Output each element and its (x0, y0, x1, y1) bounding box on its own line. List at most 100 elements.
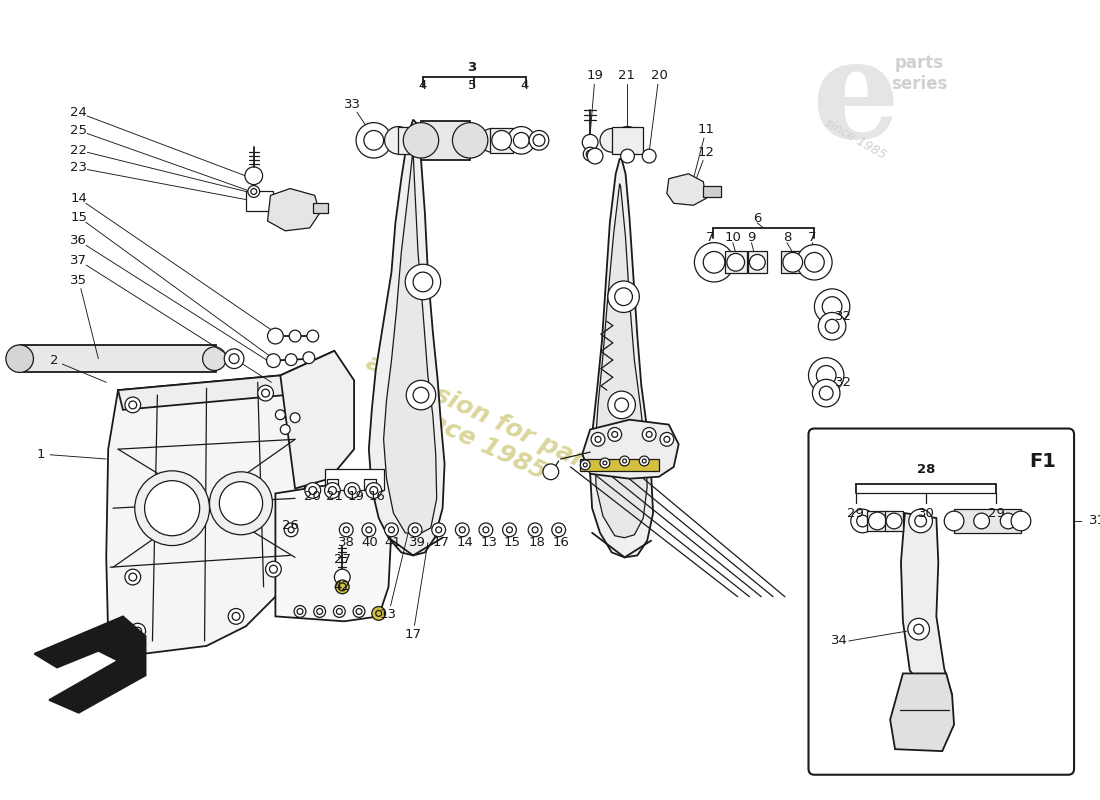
Circle shape (503, 523, 516, 537)
Circle shape (583, 463, 587, 467)
Bar (20, 345, 217, 373)
Circle shape (344, 482, 360, 498)
Circle shape (586, 150, 594, 158)
Circle shape (385, 523, 398, 537)
Circle shape (364, 130, 384, 150)
Text: 32: 32 (835, 376, 852, 389)
Circle shape (366, 482, 382, 498)
Circle shape (857, 515, 869, 527)
Circle shape (583, 147, 597, 161)
Text: 1: 1 (37, 447, 45, 461)
Bar (703, 186, 720, 198)
Circle shape (914, 624, 924, 634)
Circle shape (388, 527, 395, 533)
Circle shape (608, 281, 639, 313)
Circle shape (825, 319, 839, 333)
Text: 25: 25 (70, 124, 87, 137)
Text: 40: 40 (362, 536, 378, 549)
Bar (886, 511, 903, 531)
Polygon shape (107, 375, 305, 656)
Circle shape (362, 523, 376, 537)
Circle shape (405, 264, 441, 300)
Bar (867, 511, 888, 531)
Circle shape (614, 126, 641, 154)
Text: 34: 34 (830, 634, 847, 647)
Circle shape (339, 583, 346, 591)
Bar (725, 251, 747, 273)
Circle shape (366, 527, 372, 533)
Text: 14: 14 (456, 536, 474, 549)
Circle shape (552, 523, 565, 537)
Polygon shape (368, 120, 444, 555)
Circle shape (134, 627, 142, 635)
Text: 41: 41 (384, 536, 400, 549)
Circle shape (209, 472, 273, 534)
Circle shape (404, 130, 426, 151)
Circle shape (1011, 511, 1031, 531)
Text: 31: 31 (1089, 514, 1100, 527)
Circle shape (600, 458, 609, 468)
Text: 37: 37 (70, 254, 87, 267)
Circle shape (615, 288, 632, 306)
Circle shape (608, 391, 636, 418)
Circle shape (317, 609, 322, 614)
Circle shape (248, 186, 260, 198)
Circle shape (603, 461, 607, 465)
Circle shape (309, 486, 317, 494)
Circle shape (219, 482, 263, 525)
Circle shape (432, 523, 446, 537)
Text: parts
series: parts series (891, 54, 948, 93)
Text: 7: 7 (706, 231, 714, 244)
Circle shape (324, 482, 340, 498)
Circle shape (581, 460, 590, 470)
Circle shape (134, 471, 209, 546)
Text: 33: 33 (343, 98, 361, 111)
Circle shape (270, 566, 277, 573)
Text: 29: 29 (988, 506, 1004, 520)
Circle shape (587, 148, 603, 164)
Circle shape (480, 129, 504, 152)
Circle shape (408, 523, 422, 537)
Text: 7: 7 (808, 231, 816, 244)
Circle shape (478, 523, 493, 537)
Circle shape (620, 149, 635, 163)
Circle shape (507, 126, 535, 154)
Polygon shape (890, 674, 954, 751)
Text: 24: 24 (70, 106, 87, 119)
Text: 29: 29 (847, 506, 865, 520)
Circle shape (228, 609, 244, 624)
Circle shape (887, 513, 902, 529)
Text: 20: 20 (305, 490, 321, 503)
Text: 14: 14 (70, 192, 87, 205)
Circle shape (349, 486, 356, 494)
Bar (781, 251, 804, 273)
Circle shape (129, 573, 136, 581)
Circle shape (314, 606, 326, 618)
Text: 4: 4 (419, 78, 427, 92)
Circle shape (385, 126, 412, 154)
Bar (324, 469, 384, 490)
Circle shape (343, 527, 349, 533)
Text: 17: 17 (405, 627, 421, 641)
Circle shape (455, 523, 470, 537)
Circle shape (528, 523, 542, 537)
Bar (246, 191, 274, 211)
Circle shape (642, 459, 646, 463)
Circle shape (591, 433, 605, 446)
Circle shape (813, 379, 840, 407)
Text: 16: 16 (552, 536, 569, 549)
Circle shape (694, 242, 734, 282)
Circle shape (6, 345, 33, 373)
Circle shape (600, 129, 624, 152)
Text: 39: 39 (408, 536, 426, 549)
Text: 36: 36 (70, 234, 87, 247)
Circle shape (266, 354, 280, 367)
Circle shape (816, 366, 836, 386)
Polygon shape (275, 478, 394, 622)
Circle shape (483, 527, 488, 533)
Polygon shape (384, 149, 437, 534)
Circle shape (372, 606, 386, 620)
Text: 18: 18 (529, 536, 546, 549)
Text: e: e (812, 33, 900, 167)
Text: 27: 27 (333, 553, 351, 566)
